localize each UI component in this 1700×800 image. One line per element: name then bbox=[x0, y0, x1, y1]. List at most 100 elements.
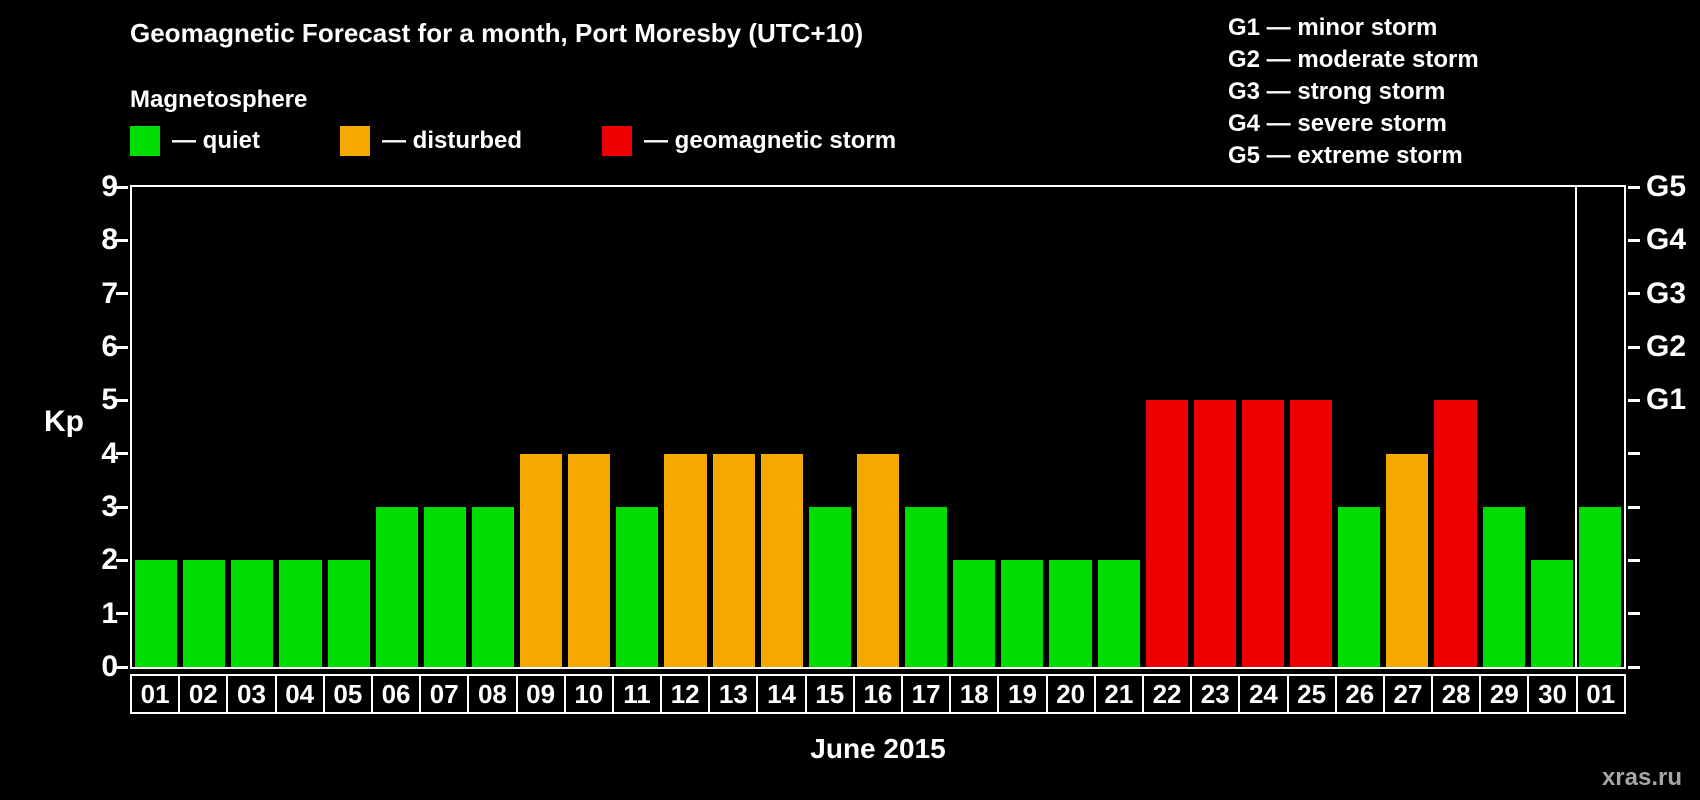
watermark: xras.ru bbox=[1601, 764, 1682, 791]
y-tick-mark-right-2 bbox=[1628, 558, 1640, 562]
kp-bar-day-01-idx0 bbox=[135, 560, 178, 667]
y-tick-mark-left-9 bbox=[116, 185, 128, 189]
kp-bar-day-06-idx5 bbox=[375, 507, 418, 667]
day-label-16: 16 bbox=[852, 674, 903, 714]
right-axis-label-g4: G4 bbox=[1646, 223, 1687, 257]
g-legend-line-g3: G3 — strong storm bbox=[1228, 78, 1446, 105]
kp-bar-day-12-idx11 bbox=[664, 453, 707, 667]
day-label-13: 13 bbox=[708, 674, 759, 714]
day-label-15: 15 bbox=[804, 674, 855, 714]
legend-item-storm: — geomagnetic storm bbox=[602, 126, 896, 156]
month-label: June 2015 bbox=[810, 733, 946, 764]
kp-bar-day-20-idx19 bbox=[1049, 560, 1092, 667]
day-axis: 01 02 03 04 05 06 07 08 09 10 11 12 13 14 15 16 17 18 19 20… bbox=[130, 674, 1626, 714]
kp-bar-day-29-idx28 bbox=[1482, 507, 1525, 667]
kp-bar-day-05-idx4 bbox=[327, 560, 370, 667]
magnetosphere-legend-title: Magnetosphere bbox=[130, 86, 308, 113]
kp-bar-day-09-idx8 bbox=[520, 453, 563, 667]
kp-bar-day-16-idx15 bbox=[856, 453, 900, 667]
kp-bar-day-18-idx17 bbox=[953, 560, 996, 667]
kp-bar-day-14-idx13 bbox=[760, 453, 803, 667]
right-axis-label-g3: G3 bbox=[1646, 276, 1687, 310]
kp-bar-day-22-idx21 bbox=[1145, 400, 1188, 667]
day-label-18: 18 bbox=[949, 674, 1000, 714]
legend-label-disturbed: — disturbed bbox=[382, 127, 523, 154]
legend-item-disturbed: — disturbed bbox=[340, 126, 522, 156]
kp-bar-day-03-idx2 bbox=[231, 560, 274, 667]
kp-bar-day-24-idx23 bbox=[1241, 400, 1285, 667]
day-label-24: 24 bbox=[1238, 674, 1289, 714]
month-separator-line bbox=[1574, 187, 1577, 667]
right-axis-label-g2: G2 bbox=[1646, 330, 1687, 363]
day-label-03: 03 bbox=[226, 674, 277, 714]
legend-label-storm: — geomagnetic storm bbox=[644, 127, 897, 154]
y-tick-label-3: 3 bbox=[101, 490, 118, 523]
g-scale-legend: G1 — minor storm G2 — moderate storm G3 — … bbox=[1228, 12, 1479, 172]
y-tick-mark-left-0 bbox=[116, 665, 128, 669]
y-tick-mark-right-4 bbox=[1628, 452, 1640, 456]
day-label-04: 04 bbox=[274, 674, 325, 714]
kp-bar-day-11-idx10 bbox=[616, 507, 659, 667]
right-axis-label-g1: G1 bbox=[1646, 383, 1687, 417]
day-label-06: 06 bbox=[370, 674, 422, 714]
kp-bar-day-08-idx7 bbox=[471, 507, 515, 667]
y-tick-mark-right-5 bbox=[1628, 398, 1640, 402]
g-legend-line-g4: G4 — severe storm bbox=[1228, 110, 1447, 137]
day-label-02: 02 bbox=[178, 674, 229, 714]
kp-bar-day-15-idx14 bbox=[808, 507, 851, 667]
kp-bar-day-02-idx1 bbox=[183, 560, 226, 667]
day-label-05: 05 bbox=[322, 674, 373, 714]
y-tick-mark-right-3 bbox=[1628, 505, 1640, 509]
day-label-27: 27 bbox=[1382, 674, 1434, 714]
y-tick-label-4: 4 bbox=[101, 436, 118, 470]
y-tick-mark-right-6 bbox=[1628, 345, 1640, 349]
kp-bar-day-23-idx22 bbox=[1193, 400, 1236, 667]
day-label-20: 20 bbox=[1045, 674, 1096, 714]
day-label-next-month-01: 01 bbox=[1575, 674, 1626, 714]
g-legend-line-g1: G1 — minor storm bbox=[1228, 14, 1438, 41]
day-label-12: 12 bbox=[660, 674, 711, 714]
day-label-19: 19 bbox=[997, 674, 1048, 714]
day-label-25: 25 bbox=[1286, 674, 1337, 714]
kp-bar-day-26-idx25 bbox=[1338, 507, 1381, 667]
day-label-28: 28 bbox=[1431, 674, 1482, 714]
y-tick-mark-left-7 bbox=[116, 292, 128, 296]
y-tick-label-8: 8 bbox=[101, 223, 118, 257]
y-tick-label-0: 0 bbox=[101, 650, 118, 683]
y-tick-mark-left-2 bbox=[116, 558, 128, 562]
chart-title: Geomagnetic Forecast for a month, Port M… bbox=[130, 18, 864, 48]
legend-swatch-disturbed bbox=[340, 126, 370, 156]
kp-bar-day-27-idx26 bbox=[1386, 453, 1429, 667]
day-label-10: 10 bbox=[563, 674, 614, 714]
plot-area bbox=[132, 187, 1624, 667]
y-tick-label-6: 6 bbox=[101, 330, 118, 363]
y-tick-mark-left-4 bbox=[116, 452, 128, 456]
kp-bar-day-19-idx18 bbox=[1001, 560, 1044, 667]
legend-label-quiet: — quiet bbox=[172, 127, 260, 154]
day-label-14: 14 bbox=[756, 674, 807, 714]
kp-bar-day-25-idx24 bbox=[1290, 400, 1333, 667]
y-tick-label-2: 2 bbox=[101, 543, 118, 577]
day-label-11: 11 bbox=[611, 674, 663, 714]
y-tick-mark-left-8 bbox=[116, 238, 128, 242]
day-label-26: 26 bbox=[1334, 674, 1385, 714]
y-tick-label-1: 1 bbox=[101, 596, 118, 630]
magnetosphere-legend: — quiet — disturbed — geomagnetic storm bbox=[130, 126, 896, 156]
y-tick-mark-right-8 bbox=[1628, 238, 1640, 242]
day-label-21: 21 bbox=[1093, 674, 1144, 714]
day-label-07: 07 bbox=[419, 674, 470, 714]
right-axis-label-g5: G5 bbox=[1646, 170, 1687, 203]
day-label-30: 30 bbox=[1527, 674, 1578, 714]
y-tick-label-7: 7 bbox=[101, 276, 118, 310]
day-label-23: 23 bbox=[1190, 674, 1241, 714]
y-tick-mark-left-6 bbox=[116, 345, 128, 349]
day-label-22: 22 bbox=[1141, 674, 1193, 714]
kp-bar-day-04-idx3 bbox=[279, 560, 322, 667]
day-label-09: 09 bbox=[515, 674, 566, 714]
kp-bar-day-10-idx9 bbox=[568, 453, 611, 667]
y-tick-mark-left-3 bbox=[116, 505, 128, 509]
kp-bar-day-07-idx6 bbox=[423, 507, 466, 667]
y-tick-mark-right-0 bbox=[1628, 665, 1640, 669]
y-tick-mark-left-1 bbox=[116, 612, 128, 616]
